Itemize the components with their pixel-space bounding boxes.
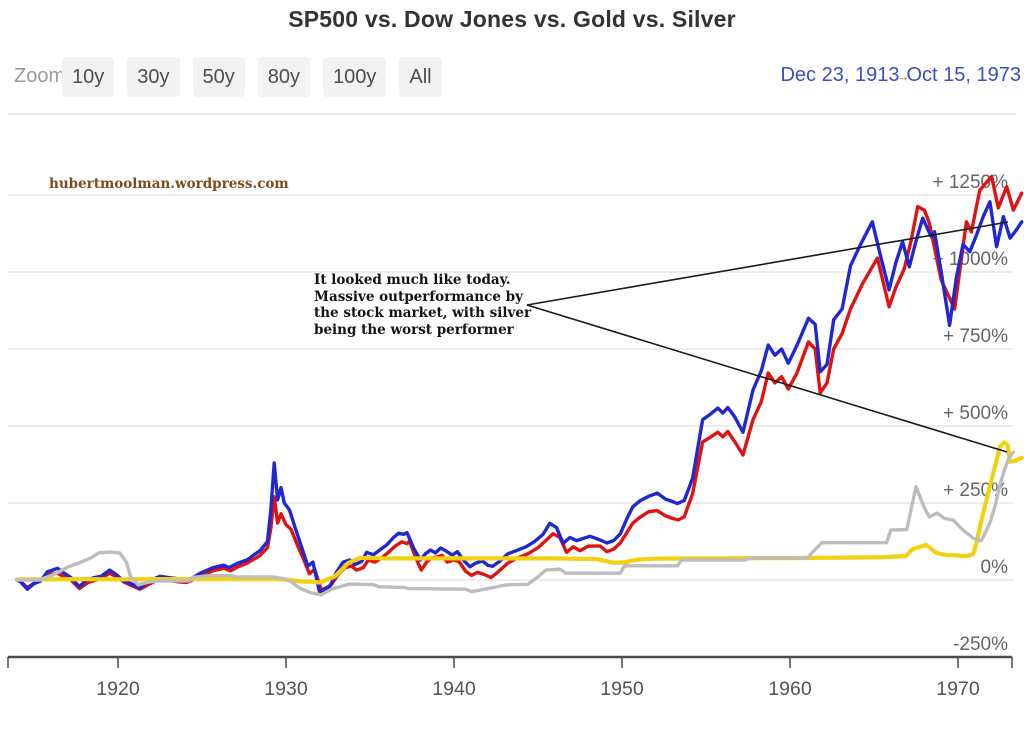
x-axis-label: 1920 xyxy=(96,678,140,700)
range-buttons: 10y 30y 50y 80y 100y All xyxy=(62,57,455,97)
watermark: hubertmoolman.wordpress.com xyxy=(49,176,289,192)
y-axis-label: + 1250% xyxy=(932,172,1008,193)
range-button-all[interactable]: All xyxy=(399,57,442,97)
range-button-10y[interactable]: 10y xyxy=(62,57,115,97)
date-range: Dec 23, 1913 → Oct 15, 1973 xyxy=(780,64,1021,87)
y-axis-label: + 1000% xyxy=(932,249,1008,270)
x-axis-label: 1960 xyxy=(768,678,812,700)
range-button-50y[interactable]: 50y xyxy=(192,57,245,97)
range-button-30y[interactable]: 30y xyxy=(127,57,180,97)
toolbar-divider xyxy=(8,113,1016,115)
date-from-input[interactable]: Dec 23, 1913 xyxy=(780,64,900,86)
x-axis-label: 1940 xyxy=(432,678,476,700)
series-line-sp500 xyxy=(15,174,1024,592)
x-axis-label: 1970 xyxy=(936,678,980,700)
chart-annotation: It looked much like today. Massive outpe… xyxy=(314,272,532,338)
annotation-callout-line xyxy=(526,221,1009,306)
range-selector-toolbar: Zoom 10y 30y 50y 80y 100y All Dec 23, 19… xyxy=(0,57,1024,97)
date-range-arrow-icon: → xyxy=(896,69,910,84)
range-button-80y[interactable]: 80y xyxy=(257,57,310,97)
series-line-dow-jones xyxy=(15,200,1024,594)
y-axis-label: 0% xyxy=(981,557,1009,578)
page-title: SP500 vs. Dow Jones vs. Gold vs. Silver xyxy=(288,6,736,32)
y-axis-label: + 500% xyxy=(943,403,1008,424)
series-line-gold xyxy=(14,440,1024,585)
x-axis-label: 1930 xyxy=(264,678,308,700)
zoom-label: Zoom xyxy=(14,65,66,87)
series-line-silver xyxy=(15,450,1016,597)
y-axis-label: -250% xyxy=(953,634,1008,655)
y-axis-label: + 750% xyxy=(943,326,1008,347)
x-axis-label: 1950 xyxy=(600,678,644,700)
annotation-callout-line xyxy=(526,304,1008,453)
date-to-input[interactable]: Oct 15, 1973 xyxy=(906,64,1021,86)
range-button-100y[interactable]: 100y xyxy=(323,57,387,97)
